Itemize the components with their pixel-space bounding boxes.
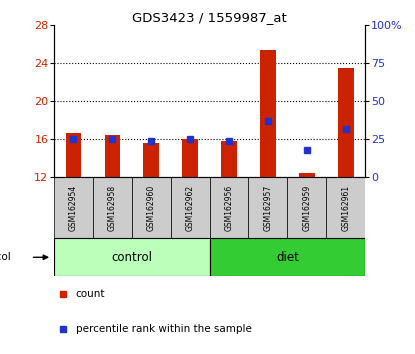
Text: GSM162960: GSM162960 bbox=[147, 184, 156, 231]
Bar bbox=[171, 177, 210, 239]
Text: GSM162962: GSM162962 bbox=[186, 185, 195, 231]
Bar bbox=[221, 141, 237, 177]
Bar bbox=[210, 177, 249, 239]
Bar bbox=[54, 177, 93, 239]
Text: GSM162961: GSM162961 bbox=[341, 185, 350, 231]
Text: control: control bbox=[111, 251, 152, 264]
Text: count: count bbox=[76, 289, 105, 299]
Bar bbox=[93, 177, 132, 239]
Text: protocol: protocol bbox=[0, 252, 11, 262]
Bar bbox=[54, 239, 210, 276]
Bar bbox=[249, 177, 287, 239]
Bar bbox=[132, 177, 171, 239]
Title: GDS3423 / 1559987_at: GDS3423 / 1559987_at bbox=[132, 11, 287, 24]
Bar bbox=[105, 135, 120, 177]
Bar bbox=[326, 177, 365, 239]
Text: GSM162954: GSM162954 bbox=[69, 184, 78, 231]
Text: diet: diet bbox=[276, 251, 299, 264]
Bar bbox=[66, 133, 81, 177]
Text: GSM162957: GSM162957 bbox=[264, 184, 272, 231]
Text: percentile rank within the sample: percentile rank within the sample bbox=[76, 324, 251, 334]
Bar bbox=[260, 51, 276, 177]
Bar bbox=[338, 68, 354, 177]
Bar bbox=[287, 177, 326, 239]
Text: GSM162959: GSM162959 bbox=[303, 184, 311, 231]
Text: GSM162956: GSM162956 bbox=[225, 184, 234, 231]
Text: GSM162958: GSM162958 bbox=[108, 185, 117, 231]
Bar bbox=[299, 173, 315, 177]
Bar bbox=[210, 239, 365, 276]
Bar bbox=[182, 139, 198, 177]
Bar bbox=[144, 143, 159, 177]
